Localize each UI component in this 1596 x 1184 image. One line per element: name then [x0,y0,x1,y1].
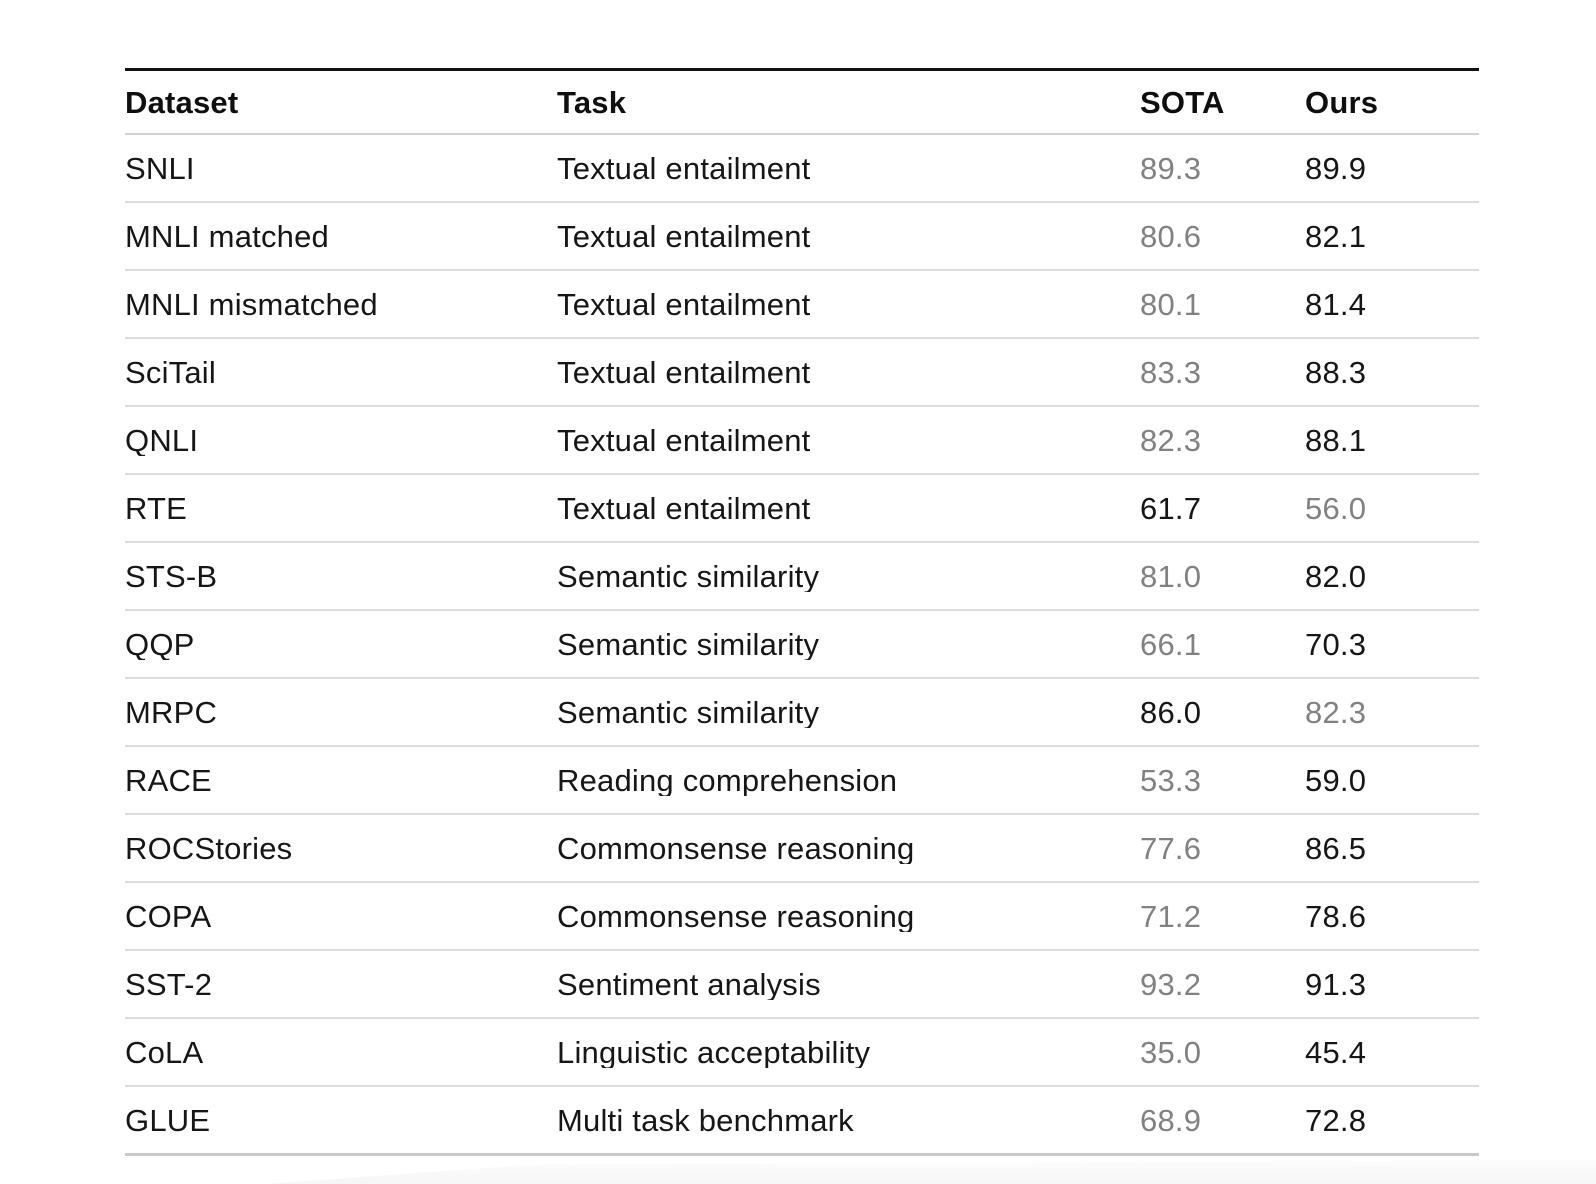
ours-value: 89.9 [1305,152,1367,184]
sota-value: 35.0 [1140,1036,1202,1068]
dataset-cell: MRPC [125,696,218,728]
sota-value: 80.1 [1140,288,1202,320]
task-cell: Multi task benchmark [557,1104,854,1136]
sota-value: 89.3 [1140,152,1202,184]
column-header-dataset: Dataset [125,86,239,118]
task-cell: Semantic similarity [557,560,820,592]
table-row: MNLI mismatched Textual entailment 80.1 81.… [125,271,1479,339]
task-cell: Semantic similarity [557,696,820,728]
task-cell: Textual entailment [557,492,811,524]
ours-value: 86.5 [1305,832,1367,864]
ours-value: 56.0 [1305,492,1367,524]
table-row: CoLA Linguistic acceptability 35.0 45.4 [125,1019,1479,1087]
dataset-cell: RTE [125,492,188,524]
benchmark-results-table: Dataset Task SOTA Ours SNLI Textual entai… [125,68,1479,1156]
ours-value: 91.3 [1305,968,1367,1000]
ours-value: 72.8 [1305,1104,1367,1136]
table-row: MRPC Semantic similarity 86.0 82.3 [125,679,1479,747]
sota-value: 81.0 [1140,560,1202,592]
ours-value: 82.1 [1305,220,1367,252]
table-row: QQP Semantic similarity 66.1 70.3 [125,611,1479,679]
dataset-cell: SNLI [125,152,195,184]
dataset-cell: CoLA [125,1036,204,1068]
ours-value: 82.3 [1305,696,1367,728]
ours-value: 82.0 [1305,560,1367,592]
task-cell: Textual entailment [557,220,811,252]
task-cell: Semantic similarity [557,628,820,660]
table-row: MNLI matched Textual entailment 80.6 82.1 [125,203,1479,271]
dataset-cell: SciTail [125,356,216,388]
task-cell: Textual entailment [557,356,811,388]
sota-value: 53.3 [1140,764,1202,796]
sota-value: 71.2 [1140,900,1202,932]
table-row: SST-2 Sentiment analysis 93.2 91.3 [125,951,1479,1019]
ours-value: 81.4 [1305,288,1367,320]
ours-value: 88.3 [1305,356,1367,388]
next-content-top-edge [265,1160,1596,1184]
ours-value: 70.3 [1305,628,1367,660]
sota-value: 77.6 [1140,832,1202,864]
dataset-cell: COPA [125,900,212,932]
dataset-cell: QQP [125,628,195,660]
dataset-cell: RACE [125,764,212,796]
table-row: COPA Commonsense reasoning 71.2 78.6 [125,883,1479,951]
sota-value: 66.1 [1140,628,1202,660]
dataset-cell: STS-B [125,560,218,592]
task-cell: Linguistic acceptability [557,1036,871,1068]
dataset-cell: MNLI matched [125,220,329,252]
sota-value: 61.7 [1140,492,1202,524]
task-cell: Textual entailment [557,424,811,456]
table-body: SNLI Textual entailment 89.3 89.9 MNLI match… [125,135,1479,1156]
ours-value: 88.1 [1305,424,1367,456]
table-row: RTE Textual entailment 61.7 56.0 [125,475,1479,543]
task-cell: Textual entailment [557,288,811,320]
table-row: SNLI Textual entailment 89.3 89.9 [125,135,1479,203]
task-cell: Textual entailment [557,152,811,184]
dataset-cell: MNLI mismatched [125,288,378,320]
column-header-task: Task [557,86,627,118]
table-row: ROCStories Commonsense reasoning 77.6 86.5 [125,815,1479,883]
sota-value: 93.2 [1140,968,1202,1000]
table-row: SciTail Textual entailment 83.3 88.3 [125,339,1479,407]
table-header-row: Dataset Task SOTA Ours [125,71,1479,135]
table-row: GLUE Multi task benchmark 68.9 72.8 [125,1087,1479,1156]
table-row: RACE Reading comprehension 53.3 59.0 [125,747,1479,815]
sota-value: 82.3 [1140,424,1202,456]
dataset-cell: GLUE [125,1104,211,1136]
dataset-cell: ROCStories [125,832,293,864]
task-cell: Reading comprehension [557,764,898,796]
sota-value: 80.6 [1140,220,1202,252]
table-row: STS-B Semantic similarity 81.0 82.0 [125,543,1479,611]
task-cell: Sentiment analysis [557,968,821,1000]
task-cell: Commonsense reasoning [557,900,915,932]
column-header-ours: Ours [1305,86,1379,118]
dataset-cell: SST-2 [125,968,213,1000]
sota-value: 83.3 [1140,356,1202,388]
table-row: QNLI Textual entailment 82.3 88.1 [125,407,1479,475]
dataset-cell: QNLI [125,424,199,456]
ours-value: 78.6 [1305,900,1367,932]
sota-value: 86.0 [1140,696,1202,728]
ours-value: 45.4 [1305,1036,1367,1068]
sota-value: 68.9 [1140,1104,1202,1136]
task-cell: Commonsense reasoning [557,832,915,864]
ours-value: 59.0 [1305,764,1367,796]
column-header-sota: SOTA [1140,86,1225,118]
